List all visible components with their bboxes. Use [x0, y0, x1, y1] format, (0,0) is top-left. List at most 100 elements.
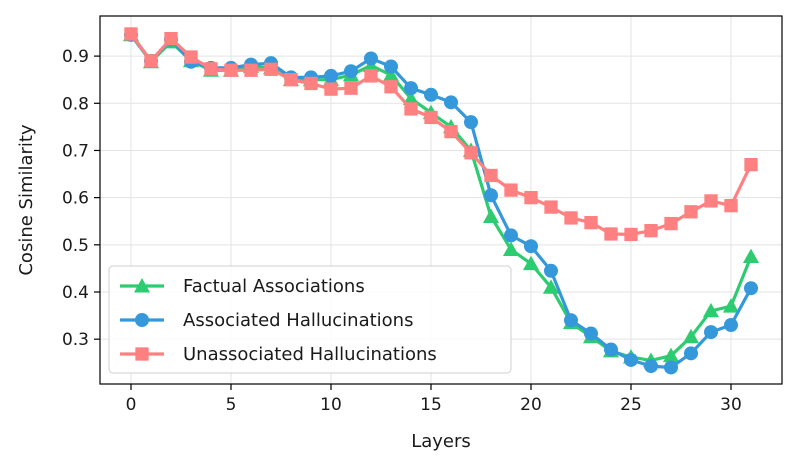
data-point	[722, 298, 740, 313]
data-point	[364, 69, 378, 83]
data-point	[542, 279, 560, 294]
data-point	[464, 115, 478, 130]
data-point	[164, 31, 178, 46]
data-point	[644, 224, 658, 238]
data-point	[404, 81, 418, 96]
x-tick-label: 5	[226, 395, 237, 415]
legend-label: Unassociated Hallucinations	[183, 344, 437, 365]
x-tick-label: 0	[126, 395, 137, 415]
y-tick-label: 0.9	[62, 47, 89, 67]
data-point	[384, 80, 398, 94]
data-point	[724, 199, 738, 213]
y-tick-label: 0.6	[62, 189, 89, 209]
x-axis: 0 5 10 15 20 25 30	[126, 384, 742, 415]
y-tick-label: 0.7	[62, 141, 89, 161]
data-point	[484, 188, 498, 203]
data-point	[344, 81, 358, 95]
x-tick-label: 25	[620, 395, 642, 415]
data-point	[662, 347, 680, 363]
data-point	[482, 208, 500, 223]
data-point	[702, 302, 720, 318]
y-axis: 0.3 0.4 0.5 0.6 0.7 0.8 0.9	[62, 47, 100, 350]
legend-box	[108, 265, 512, 374]
data-point	[704, 194, 718, 208]
data-point	[224, 63, 238, 77]
legend-item: Unassociated Hallucinations	[120, 344, 437, 365]
data-point	[644, 359, 658, 374]
data-point	[124, 27, 138, 41]
legend-marker	[135, 347, 149, 361]
data-point	[564, 313, 578, 328]
data-point	[564, 211, 578, 225]
plot-frame	[99, 15, 783, 385]
data-point	[204, 62, 218, 76]
y-axis-label: Cosine Similarity	[16, 124, 37, 276]
x-tick-label: 15	[420, 395, 442, 415]
x-axis-label: Layers	[411, 431, 471, 452]
data-point	[424, 110, 438, 125]
legend-marker	[135, 313, 149, 327]
y-tick-label: 0.8	[62, 94, 89, 114]
data-point	[244, 63, 258, 77]
legend-marker	[133, 277, 151, 293]
grid	[100, 16, 782, 384]
data-point	[404, 102, 418, 116]
data-point	[624, 352, 638, 367]
x-tick-label: 20	[520, 395, 542, 415]
data-point	[324, 82, 338, 96]
data-point	[684, 205, 698, 219]
data-point	[304, 76, 318, 91]
data-point	[402, 90, 420, 106]
data-point	[382, 66, 400, 82]
data-point	[184, 50, 198, 64]
data-point	[742, 248, 760, 264]
data-point	[544, 200, 558, 214]
data-point	[624, 227, 638, 242]
data-point	[364, 51, 378, 66]
data-point	[524, 190, 538, 205]
data-point	[604, 342, 618, 357]
data-point	[684, 346, 698, 361]
data-point	[504, 228, 518, 243]
legend-label: Associated Hallucinations	[183, 310, 413, 331]
data-point	[424, 87, 438, 102]
data-point	[704, 325, 718, 340]
data-point	[744, 281, 758, 296]
series-layer	[122, 26, 760, 375]
data-point	[464, 146, 478, 160]
data-point	[502, 241, 520, 256]
x-tick-label: 10	[320, 395, 342, 415]
x-tick-label: 30	[720, 395, 742, 415]
data-point	[522, 255, 540, 271]
y-tick-label: 0.4	[62, 283, 89, 303]
legend-label: Factual Associations	[183, 276, 365, 297]
data-point	[544, 263, 558, 278]
data-point	[284, 73, 298, 87]
series-line	[129, 32, 753, 236]
data-point	[264, 62, 278, 76]
legend: Factual Associations Associated Hallucina…	[108, 265, 512, 374]
data-point	[504, 183, 518, 197]
data-point	[664, 360, 678, 375]
data-point	[524, 239, 538, 254]
data-point	[144, 54, 158, 68]
data-point	[484, 168, 498, 183]
legend-item: Factual Associations	[120, 276, 365, 297]
series-2	[124, 27, 758, 242]
data-point	[344, 64, 358, 79]
data-point	[324, 68, 338, 83]
data-point	[584, 215, 598, 230]
y-tick-label: 0.3	[62, 330, 89, 350]
data-point	[444, 95, 458, 110]
data-point	[664, 216, 678, 231]
data-point	[384, 59, 398, 74]
legend-item: Associated Hallucinations	[120, 310, 413, 331]
data-point	[744, 157, 758, 172]
data-point	[724, 318, 738, 333]
y-tick-label: 0.5	[62, 236, 89, 256]
data-point	[682, 328, 700, 344]
data-point	[444, 124, 458, 139]
data-point	[584, 326, 598, 341]
data-point	[604, 227, 618, 241]
